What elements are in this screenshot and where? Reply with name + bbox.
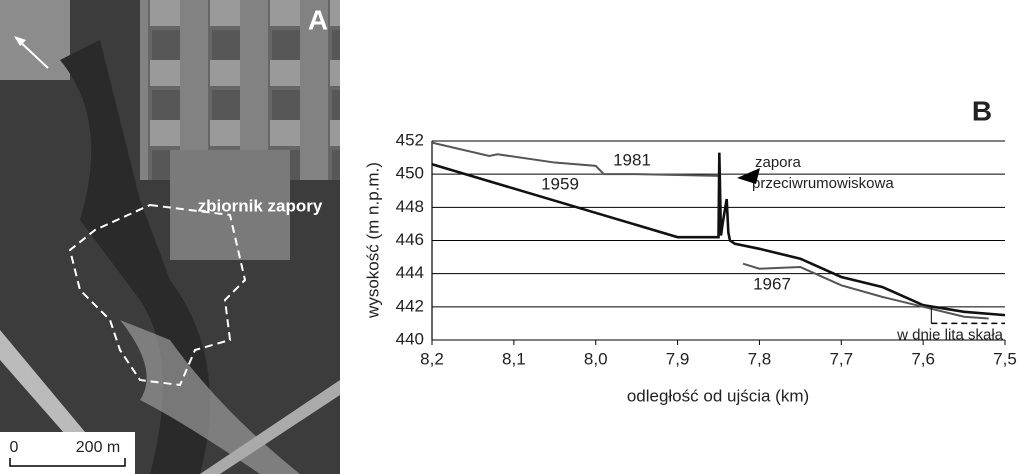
x-tick-label: 7,5 [993, 349, 1017, 368]
x-tick-label: 7,6 [911, 349, 935, 368]
series-line [431, 152, 1006, 317]
series-label: 1967 [753, 274, 791, 293]
x-axis-title: odległość od ujścia (km) [627, 386, 809, 405]
y-tick-label: 450 [396, 164, 424, 183]
x-tick-label: 7,8 [748, 349, 772, 368]
x-tick-label: 8,2 [420, 349, 444, 368]
y-tick-label: 446 [396, 230, 424, 249]
y-tick-label: 442 [396, 296, 424, 315]
y-tick-label: 452 [396, 130, 424, 149]
y-tick-label: 448 [396, 197, 424, 216]
scale-label: 200 m [76, 439, 120, 456]
x-tick-label: 8,1 [502, 349, 526, 368]
panel-label: B [972, 95, 992, 126]
panel-label: A [308, 4, 328, 35]
annotation: zapora [755, 154, 802, 171]
series-label: 1959 [541, 174, 579, 193]
x-tick-label: 8,0 [584, 349, 608, 368]
annotation: w dnie lita skała [896, 326, 1004, 343]
series-label: 1981 [613, 150, 651, 169]
series-line [742, 262, 989, 320]
x-tick-label: 7,9 [666, 349, 690, 368]
x-tick-label: 7,7 [829, 349, 853, 368]
y-axis-title: wysokość (m n.p.m.) [363, 162, 382, 319]
y-tick-label: 440 [396, 329, 424, 348]
series-line [431, 141, 719, 177]
annotation: zbiornik zapory [198, 196, 323, 215]
aerial-photo: A zbiornik zapory 0 200 m [0, 0, 340, 474]
y-tick-label: 444 [396, 263, 424, 282]
arrow [737, 168, 760, 184]
annotation: przeciwrumowiskowa [752, 175, 894, 192]
scale-label: 0 [10, 439, 19, 456]
